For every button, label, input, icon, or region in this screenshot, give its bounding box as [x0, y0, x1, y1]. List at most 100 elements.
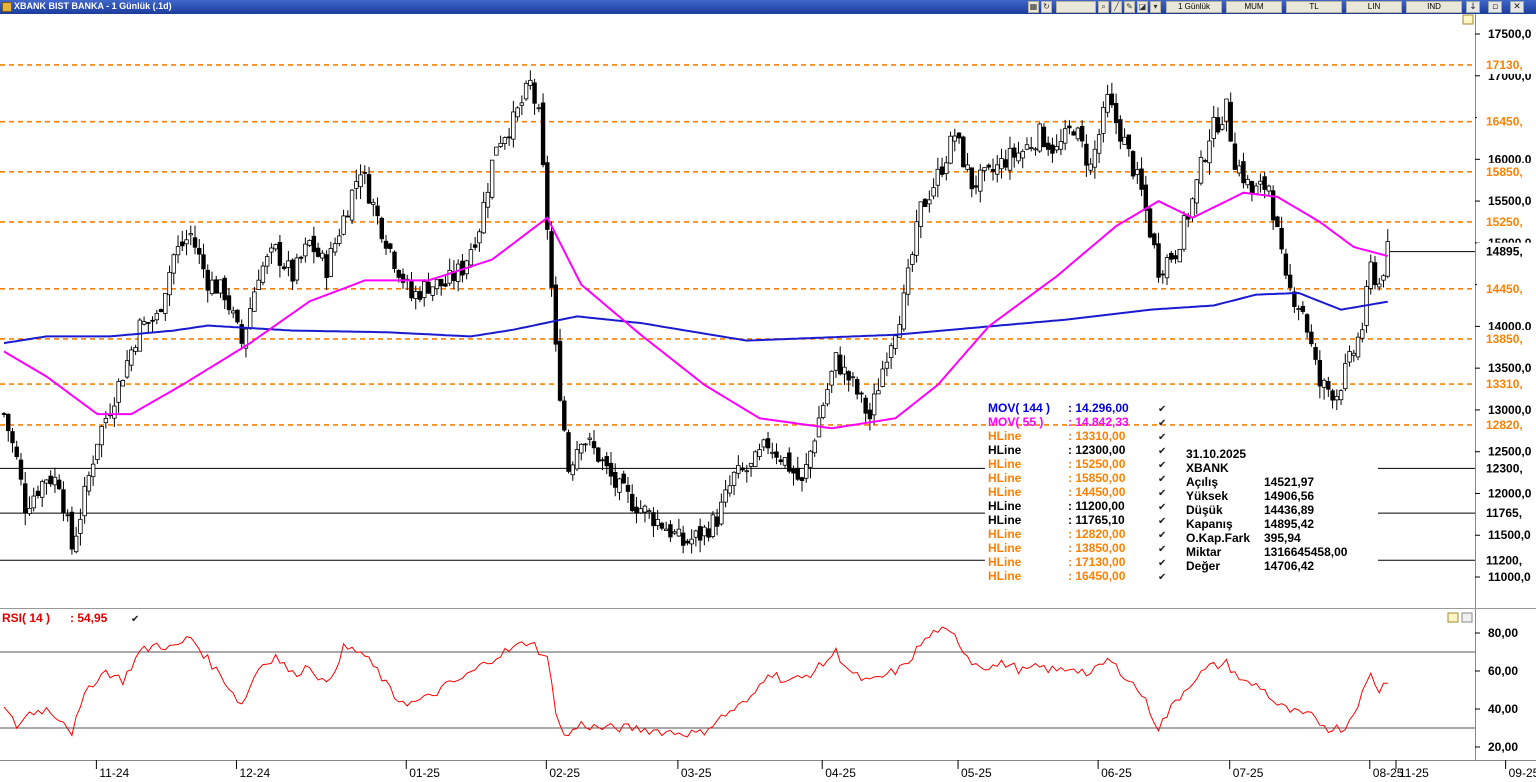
- candle-body-up: [1245, 178, 1250, 186]
- candle-body-down: [1241, 161, 1246, 184]
- currency-select[interactable]: TL: [1286, 1, 1342, 13]
- draw-line-icon[interactable]: ╱: [1111, 1, 1122, 13]
- candle-body-up: [307, 240, 312, 246]
- legend-value: : 15850,00: [1068, 471, 1126, 485]
- legend-row: HLine: 11765,10 ✔: [988, 513, 1166, 527]
- candle: [226, 288, 232, 315]
- time-tick-label: 06-25: [1101, 766, 1132, 780]
- candle: [778, 455, 783, 465]
- info-value: 14895,42: [1264, 517, 1314, 531]
- candle: [447, 258, 452, 287]
- candle-body-down: [854, 379, 860, 395]
- candle-body-down: [740, 467, 745, 471]
- candle-body-up: [116, 380, 121, 403]
- candle: [549, 221, 554, 297]
- rsi-label: RSI( 14 ): [2, 611, 50, 625]
- candle-body-down: [281, 266, 287, 269]
- rsi-panel-close-icon[interactable]: [1461, 612, 1473, 623]
- candle-body-down: [799, 477, 805, 481]
- candle: [1016, 141, 1021, 164]
- candle: [1071, 129, 1076, 136]
- candle-body-up: [876, 390, 881, 395]
- candle-body-up: [1037, 123, 1042, 152]
- candle: [638, 500, 643, 515]
- candle-body-up: [672, 531, 677, 534]
- rsi-panel-menu-icon[interactable]: [1447, 612, 1459, 623]
- candle: [1118, 115, 1123, 150]
- candle-body-up: [1236, 165, 1242, 174]
- candle: [621, 470, 626, 484]
- legend-check-icon: ✔: [1158, 404, 1166, 415]
- legend-label: MOV( 144 ): [988, 401, 1050, 415]
- eraser-icon[interactable]: ◪: [1137, 1, 1148, 13]
- candle: [748, 462, 754, 477]
- candle: [863, 394, 868, 425]
- price-tags: 17130, 16450, 15850, 15250, 14895, 14450, 1385…: [1477, 55, 1536, 570]
- minimize-button[interactable]: ↓: [1466, 1, 1480, 13]
- candle-body-up: [515, 107, 520, 118]
- info-date: 31.10.2025: [1186, 447, 1246, 461]
- candle: [710, 511, 716, 539]
- candle-body-up: [833, 352, 839, 371]
- price-tag-bg: [1477, 242, 1536, 261]
- close-button[interactable]: ✕: [1510, 1, 1524, 13]
- candle-body-up: [256, 279, 261, 291]
- candle: [281, 262, 287, 271]
- candle-body-down: [1262, 176, 1267, 190]
- rsi-check-icon[interactable]: ✔: [131, 614, 139, 625]
- candle-body-up: [523, 82, 529, 100]
- zoom-icon[interactable]: ⌕: [1098, 1, 1109, 13]
- candle-body-up: [1075, 127, 1081, 140]
- info-value: 395,94: [1264, 531, 1301, 545]
- candle-body-up: [999, 158, 1004, 170]
- candle: [273, 243, 278, 252]
- candle: [120, 379, 126, 387]
- candle-body-up: [99, 426, 104, 446]
- chart-area[interactable]: 17500,017000,016500,016000,015500,015000…: [0, 14, 1536, 782]
- candle-body-down: [48, 475, 53, 485]
- candle: [201, 243, 206, 278]
- period-select[interactable]: 1 Günlük: [1166, 1, 1222, 13]
- candle-body-down: [409, 281, 414, 299]
- candle: [1169, 250, 1174, 263]
- candle: [566, 429, 571, 474]
- app-icon: [2, 2, 12, 12]
- candle: [95, 443, 100, 465]
- candle: [332, 237, 338, 256]
- candle: [430, 286, 435, 302]
- candle-body-up: [447, 269, 452, 284]
- candle: [646, 508, 652, 519]
- candle-body-up: [1181, 215, 1187, 250]
- candle-body-down: [1139, 168, 1144, 190]
- chart-settings-icon[interactable]: ▦: [1028, 1, 1039, 13]
- price-panel-menu-icon[interactable]: [1462, 14, 1474, 25]
- pencil-icon[interactable]: ✎: [1124, 1, 1135, 13]
- legend-row: HLine: 11200,00 ✔: [988, 499, 1166, 513]
- candle-body-up: [1360, 329, 1365, 339]
- indicator-select[interactable]: IND: [1406, 1, 1462, 13]
- scale-select[interactable]: LIN: [1346, 1, 1402, 13]
- candle-body-down: [1067, 125, 1072, 129]
- candle-body-up: [748, 462, 754, 467]
- chart-type-select[interactable]: MUM: [1226, 1, 1282, 13]
- rsi-panel: 80,00 60,00 40,00 20,00: [0, 626, 1518, 754]
- candle-body-up: [1220, 124, 1225, 130]
- legend-value: : 16450,00: [1068, 569, 1126, 583]
- symbol-input[interactable]: [1056, 1, 1096, 13]
- candle-body-up: [430, 286, 435, 296]
- dropdown-icon[interactable]: ▾: [1150, 1, 1161, 13]
- legend-row: HLine: 16450,00 ✔: [988, 569, 1166, 583]
- price-tag: 17130,: [1477, 55, 1536, 74]
- candle-body-up: [646, 510, 652, 513]
- candle-body-up: [1135, 169, 1140, 175]
- price-tick-label: 12500,0: [1488, 445, 1532, 459]
- candle: [409, 271, 414, 302]
- maximize-button[interactable]: ▫: [1488, 1, 1502, 13]
- candle: [44, 478, 49, 495]
- refresh-icon[interactable]: ↻: [1041, 1, 1052, 13]
- legend-value: : 11200,00: [1068, 499, 1125, 513]
- candle: [61, 481, 66, 522]
- candle: [1198, 150, 1204, 186]
- candle-body-down: [863, 397, 868, 414]
- info-label: Açılış: [1186, 475, 1218, 489]
